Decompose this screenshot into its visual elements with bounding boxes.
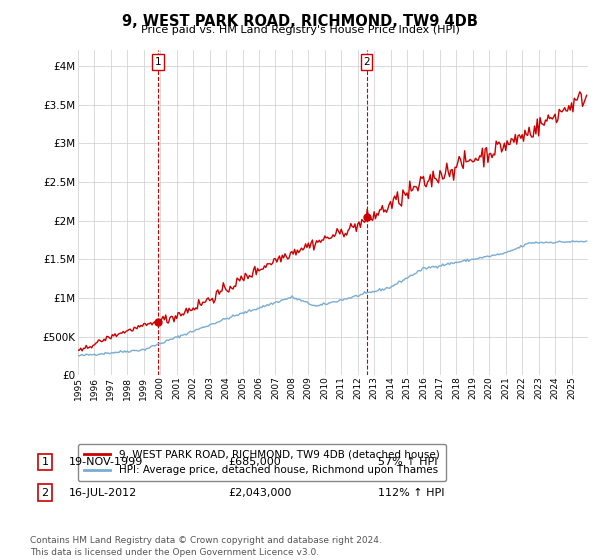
Text: 2: 2 (41, 488, 49, 498)
Text: 1: 1 (155, 57, 161, 67)
Text: £685,000: £685,000 (228, 457, 281, 467)
Text: 19-NOV-1999: 19-NOV-1999 (69, 457, 143, 467)
Text: Price paid vs. HM Land Registry's House Price Index (HPI): Price paid vs. HM Land Registry's House … (140, 25, 460, 35)
Text: 2: 2 (363, 57, 370, 67)
Text: 1: 1 (41, 457, 49, 467)
Text: 9, WEST PARK ROAD, RICHMOND, TW9 4DB: 9, WEST PARK ROAD, RICHMOND, TW9 4DB (122, 14, 478, 29)
Text: Contains HM Land Registry data © Crown copyright and database right 2024.
This d: Contains HM Land Registry data © Crown c… (30, 536, 382, 557)
Text: 112% ↑ HPI: 112% ↑ HPI (378, 488, 445, 498)
Text: £2,043,000: £2,043,000 (228, 488, 292, 498)
Text: 57% ↑ HPI: 57% ↑ HPI (378, 457, 437, 467)
Text: 16-JUL-2012: 16-JUL-2012 (69, 488, 137, 498)
Legend: 9, WEST PARK ROAD, RICHMOND, TW9 4DB (detached house), HPI: Average price, detac: 9, WEST PARK ROAD, RICHMOND, TW9 4DB (de… (78, 444, 446, 482)
